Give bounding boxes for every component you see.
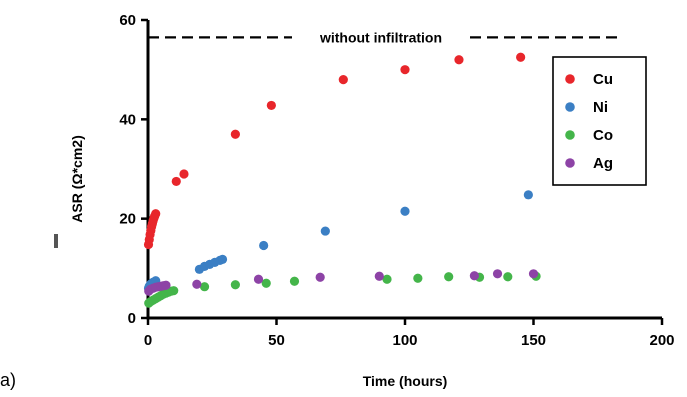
y-tick-label: 20 <box>119 211 136 228</box>
data-point <box>382 274 392 284</box>
plot-area: 0 50 100 150 200 0 20 40 60 Time (hours) ASR (Ω*cm… <box>69 12 675 389</box>
reference-line-label: without infiltration <box>319 29 442 45</box>
data-point <box>289 276 300 286</box>
data-point <box>444 272 454 282</box>
data-point <box>217 254 228 264</box>
data-point <box>199 282 210 292</box>
y-axis-label: ASR (Ω*cm2) <box>69 135 85 222</box>
x-tick-label: 100 <box>392 332 417 349</box>
y-tick-label: 40 <box>119 111 136 128</box>
data-point <box>151 209 161 219</box>
y-tick-label: 60 <box>119 12 136 29</box>
legend-marker <box>565 158 575 168</box>
x-tick-label: 200 <box>649 332 674 349</box>
legend-marker <box>565 102 575 112</box>
data-point <box>454 55 464 65</box>
data-point <box>516 52 526 62</box>
data-point <box>266 100 276 111</box>
legend-label: Ag <box>593 155 613 172</box>
legend-label: Co <box>593 127 613 144</box>
x-tick-label: 50 <box>268 332 285 349</box>
data-point <box>413 273 423 283</box>
legend-label: Cu <box>593 71 613 88</box>
data-point <box>400 206 410 216</box>
data-point <box>230 129 240 139</box>
data-point <box>528 269 539 279</box>
data-point <box>192 279 202 289</box>
data-point <box>261 278 271 288</box>
x-tick-label: 150 <box>521 332 546 349</box>
data-point <box>503 272 513 282</box>
y-tick-label: 0 <box>128 310 136 327</box>
data-point <box>469 271 479 281</box>
data-point <box>179 169 189 179</box>
x-axis-label: Time (hours) <box>363 373 448 389</box>
data-point <box>171 176 181 187</box>
data-point <box>230 280 240 290</box>
legend-marker <box>565 74 575 84</box>
data-point <box>492 269 503 279</box>
data-point <box>523 190 533 200</box>
data-point <box>315 272 325 282</box>
data-point <box>374 271 384 281</box>
data-point <box>400 65 410 75</box>
legend-label: Ni <box>593 99 608 116</box>
data-point <box>253 274 264 284</box>
data-point <box>320 226 330 236</box>
data-point <box>169 286 179 296</box>
data-point <box>338 75 348 85</box>
legend-marker <box>565 130 575 140</box>
left-edge-mark <box>54 234 58 248</box>
x-tick-label: 0 <box>144 332 152 349</box>
data-point <box>161 280 171 290</box>
data-point <box>259 240 269 251</box>
panel-label: a) <box>0 370 17 390</box>
